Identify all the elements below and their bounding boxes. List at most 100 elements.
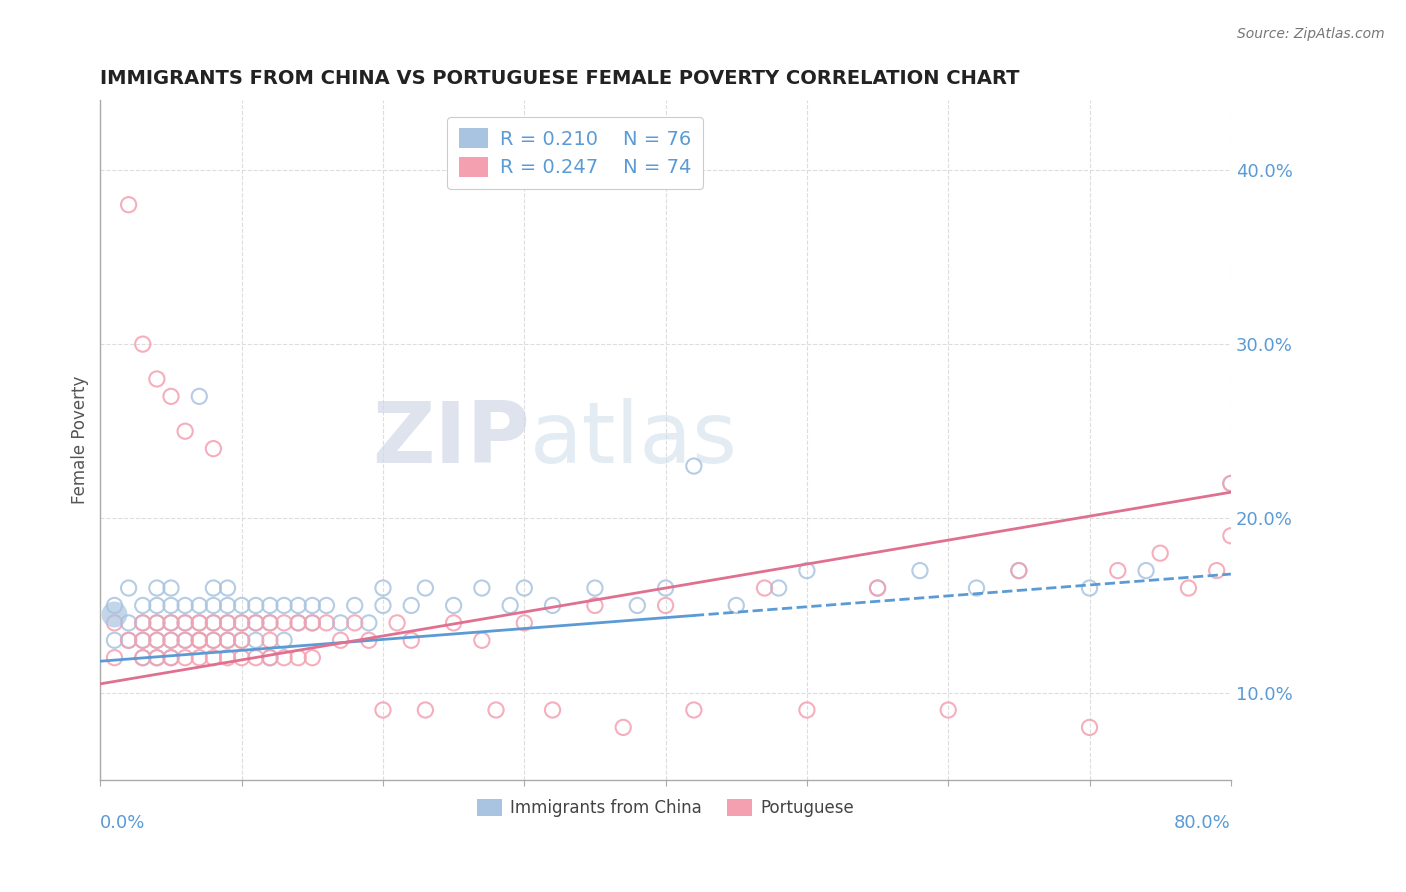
Point: [485, 703, 508, 717]
Point: [217, 633, 239, 648]
Point: [174, 599, 197, 613]
Point: [146, 650, 169, 665]
Text: 80.0%: 80.0%: [1174, 814, 1230, 832]
Point: [188, 615, 211, 630]
Point: [188, 615, 211, 630]
Point: [231, 599, 253, 613]
Point: [160, 581, 183, 595]
Point: [357, 615, 380, 630]
Point: [499, 599, 522, 613]
Point: [174, 633, 197, 648]
Point: [796, 703, 818, 717]
Point: [259, 615, 281, 630]
Point: [174, 615, 197, 630]
Point: [217, 599, 239, 613]
Point: [541, 599, 564, 613]
Point: [160, 650, 183, 665]
Point: [188, 633, 211, 648]
Point: [202, 442, 225, 456]
Point: [1078, 581, 1101, 595]
Point: [202, 615, 225, 630]
Point: [385, 615, 408, 630]
Point: [1149, 546, 1171, 560]
Point: [301, 650, 323, 665]
Point: [160, 615, 183, 630]
Point: [245, 633, 267, 648]
Point: [231, 615, 253, 630]
Point: [103, 599, 125, 613]
Point: [626, 599, 648, 613]
Point: [796, 564, 818, 578]
Point: [415, 703, 437, 717]
Point: [117, 633, 139, 648]
Point: [1008, 564, 1031, 578]
Point: [654, 599, 676, 613]
Point: [1219, 476, 1241, 491]
Point: [259, 650, 281, 665]
Point: [1135, 564, 1157, 578]
Y-axis label: Female Poverty: Female Poverty: [72, 376, 89, 504]
Point: [146, 372, 169, 386]
Point: [357, 633, 380, 648]
Point: [682, 458, 704, 473]
Point: [1107, 564, 1129, 578]
Point: [513, 581, 536, 595]
Point: [132, 650, 155, 665]
Point: [188, 650, 211, 665]
Point: [174, 615, 197, 630]
Point: [259, 615, 281, 630]
Point: [132, 633, 155, 648]
Point: [188, 633, 211, 648]
Point: [1205, 564, 1227, 578]
Point: [217, 633, 239, 648]
Point: [315, 615, 337, 630]
Point: [202, 633, 225, 648]
Point: [287, 615, 309, 630]
Point: [132, 599, 155, 613]
Point: [471, 581, 494, 595]
Point: [329, 633, 352, 648]
Point: [245, 650, 267, 665]
Point: [117, 615, 139, 630]
Point: [217, 650, 239, 665]
Point: [146, 581, 169, 595]
Text: ZIP: ZIP: [373, 399, 530, 482]
Point: [117, 198, 139, 212]
Text: 0.0%: 0.0%: [100, 814, 146, 832]
Point: [160, 650, 183, 665]
Point: [273, 650, 295, 665]
Point: [217, 615, 239, 630]
Point: [132, 615, 155, 630]
Point: [612, 720, 634, 734]
Point: [160, 615, 183, 630]
Point: [231, 650, 253, 665]
Point: [103, 633, 125, 648]
Point: [132, 615, 155, 630]
Point: [301, 615, 323, 630]
Point: [541, 703, 564, 717]
Point: [301, 615, 323, 630]
Point: [202, 599, 225, 613]
Point: [1219, 476, 1241, 491]
Point: [217, 615, 239, 630]
Point: [682, 703, 704, 717]
Point: [188, 633, 211, 648]
Point: [188, 389, 211, 403]
Point: [231, 633, 253, 648]
Point: [936, 703, 959, 717]
Point: [1219, 529, 1241, 543]
Point: [202, 615, 225, 630]
Point: [202, 633, 225, 648]
Point: [245, 615, 267, 630]
Point: [415, 581, 437, 595]
Point: [217, 581, 239, 595]
Point: [245, 615, 267, 630]
Point: [117, 633, 139, 648]
Legend: Immigrants from China, Portuguese: Immigrants from China, Portuguese: [468, 791, 862, 826]
Point: [287, 599, 309, 613]
Point: [160, 633, 183, 648]
Point: [103, 615, 125, 630]
Point: [146, 615, 169, 630]
Point: [103, 607, 125, 622]
Text: IMMIGRANTS FROM CHINA VS PORTUGUESE FEMALE POVERTY CORRELATION CHART: IMMIGRANTS FROM CHINA VS PORTUGUESE FEMA…: [100, 69, 1019, 87]
